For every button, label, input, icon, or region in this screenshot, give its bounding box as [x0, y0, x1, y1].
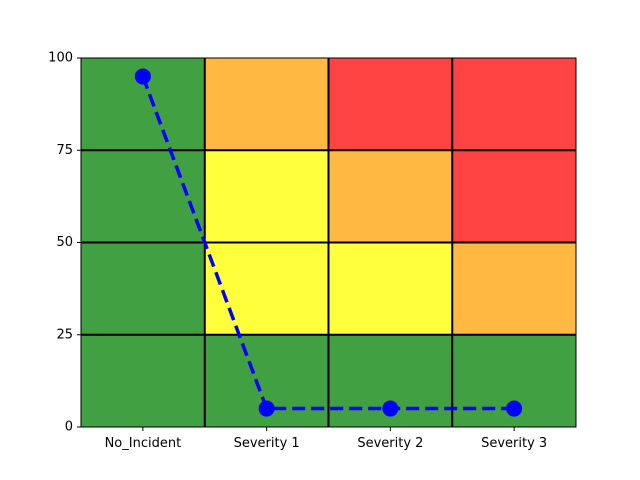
x-tick-label: Severity 1: [234, 436, 300, 451]
zone-cell-r1-c2: [328, 242, 453, 335]
x-tick-label: Severity 3: [481, 436, 547, 451]
data-point-severity-2: [382, 400, 399, 417]
zone-cell-r1-c0: [81, 242, 205, 335]
series-line-0: [141, 75, 515, 411]
y-tick-label: 75: [56, 143, 73, 158]
data-point-severity-1: [258, 400, 275, 417]
axes: [77, 57, 577, 431]
x-tick-label: No_Incident: [105, 436, 182, 451]
y-tick-label: 0: [65, 420, 73, 435]
y-tick-label: 100: [48, 51, 73, 66]
zone-cell-r1-c1: [204, 242, 329, 335]
y-tick-label: 25: [56, 327, 73, 342]
zone-cell-r3-c1: [204, 58, 329, 151]
background-zones: [81, 58, 576, 427]
zone-cell-r2-c1: [204, 150, 329, 243]
data-point-severity-3: [506, 400, 523, 417]
series-layer: [134, 68, 523, 417]
zone-cell-r2-c2: [328, 150, 453, 243]
tick-labels: 0 25 50 75 100 No_Incident Severity 1 Severity …: [48, 51, 547, 452]
y-tick-label: 50: [56, 235, 73, 250]
x-tick-label: Severity 2: [357, 436, 423, 451]
zone-cell-r1-c3: [452, 242, 576, 335]
zone-cell-r2-c0: [81, 150, 205, 243]
zone-cell-r3-c3: [452, 58, 576, 151]
zone-cell-r0-c0: [81, 334, 205, 427]
grid: [81, 58, 576, 427]
data-point-no-incident: [134, 68, 151, 85]
zone-cell-r3-c2: [328, 58, 453, 151]
zone-cell-r2-c3: [452, 150, 576, 243]
